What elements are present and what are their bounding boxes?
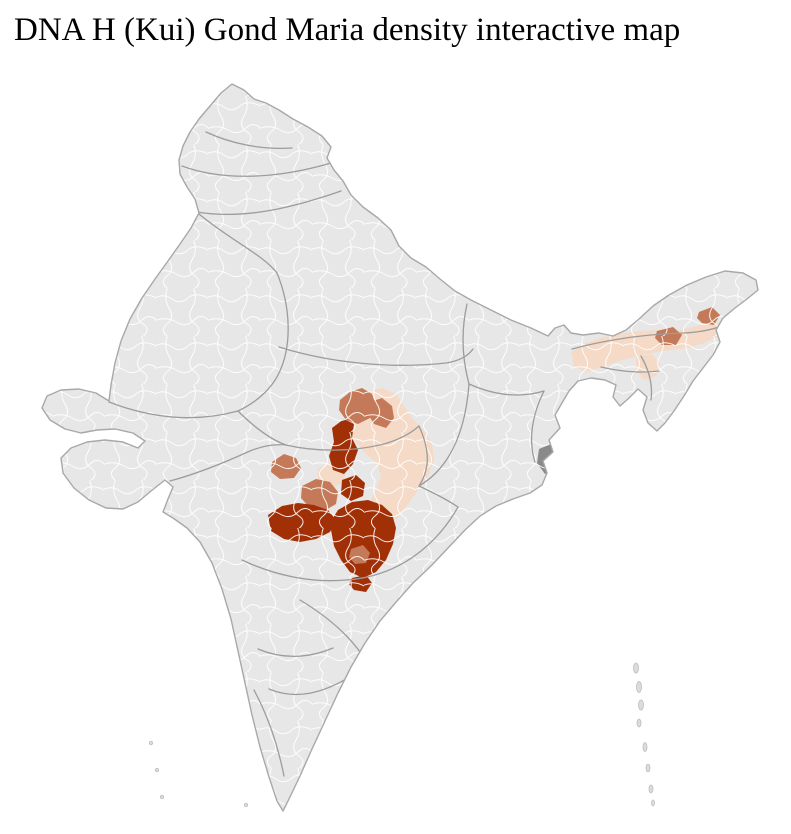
district-borders-texture xyxy=(42,84,758,811)
island-dot[interactable] xyxy=(148,741,153,746)
island-dot[interactable] xyxy=(651,799,655,807)
page-title: DNA H (Kui) Gond Maria density interacti… xyxy=(14,12,681,48)
island-dot[interactable] xyxy=(638,699,644,711)
island-dot[interactable] xyxy=(645,763,651,773)
island-dot[interactable] xyxy=(159,795,164,800)
island-dot[interactable] xyxy=(243,803,248,808)
island-dot[interactable] xyxy=(636,718,642,728)
island-dot[interactable] xyxy=(154,768,159,773)
island-dot[interactable] xyxy=(648,784,654,794)
state-borders xyxy=(108,131,727,777)
island-dot[interactable] xyxy=(633,662,639,674)
island-dot[interactable] xyxy=(636,681,642,693)
islands[interactable] xyxy=(148,662,655,808)
island-dot[interactable] xyxy=(642,742,648,752)
